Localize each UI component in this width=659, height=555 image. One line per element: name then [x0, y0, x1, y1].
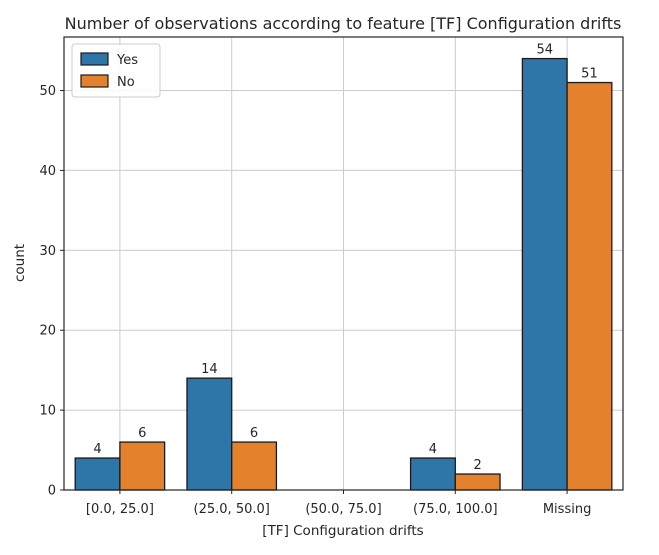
y-axis-ticks: 0 10 20 30 40 50: [39, 84, 64, 499]
legend-swatch: [80, 52, 109, 66]
x-tick-label: Missing: [543, 502, 591, 517]
y-tick-label: 0: [48, 484, 56, 499]
legend-label: Yes: [116, 53, 138, 68]
x-axis-label: [TF] Configuration drifts: [262, 523, 423, 539]
chart-title: Number of observations according to feat…: [65, 14, 622, 33]
x-tick-label: (25.0, 50.0]: [194, 502, 270, 517]
bar: [231, 441, 278, 491]
bars: [74, 57, 613, 491]
plot-frame: [63, 36, 624, 491]
data-label: 14: [201, 362, 218, 377]
data-label: 54: [536, 43, 553, 58]
data-label: 4: [429, 442, 437, 457]
y-tick-label: 50: [39, 84, 56, 99]
y-tick-label: 10: [39, 404, 56, 419]
bar: [521, 57, 568, 491]
data-label: 2: [474, 458, 482, 473]
data-label: 4: [93, 442, 101, 457]
x-tick-label: (75.0, 100.0]: [413, 502, 498, 517]
legend-swatch: [80, 74, 109, 88]
legend: Yes No: [71, 43, 161, 98]
x-axis-ticks: [0.0, 25.0] (25.0, 50.0] (50.0, 75.0] (75.0…: [86, 490, 591, 517]
x-tick-label: [0.0, 25.0]: [86, 502, 154, 517]
y-tick-label: 40: [39, 164, 56, 179]
x-tick-label: (50.0, 75.0]: [305, 502, 381, 517]
data-labels: 4 14 4 54 6 6 2 51: [93, 43, 597, 473]
bar: [409, 457, 456, 491]
data-label: 51: [581, 67, 598, 82]
bar: [454, 473, 501, 491]
y-tick-label: 30: [39, 244, 56, 259]
bar: [186, 377, 233, 491]
bar: [74, 457, 121, 491]
bar: [119, 441, 166, 491]
legend-box: [71, 43, 161, 98]
y-axis-label: count: [12, 244, 28, 282]
bar: [566, 81, 613, 491]
data-label: 6: [138, 426, 146, 441]
legend-label: No: [117, 75, 135, 90]
y-tick-label: 20: [39, 324, 56, 339]
data-label: 6: [250, 426, 258, 441]
